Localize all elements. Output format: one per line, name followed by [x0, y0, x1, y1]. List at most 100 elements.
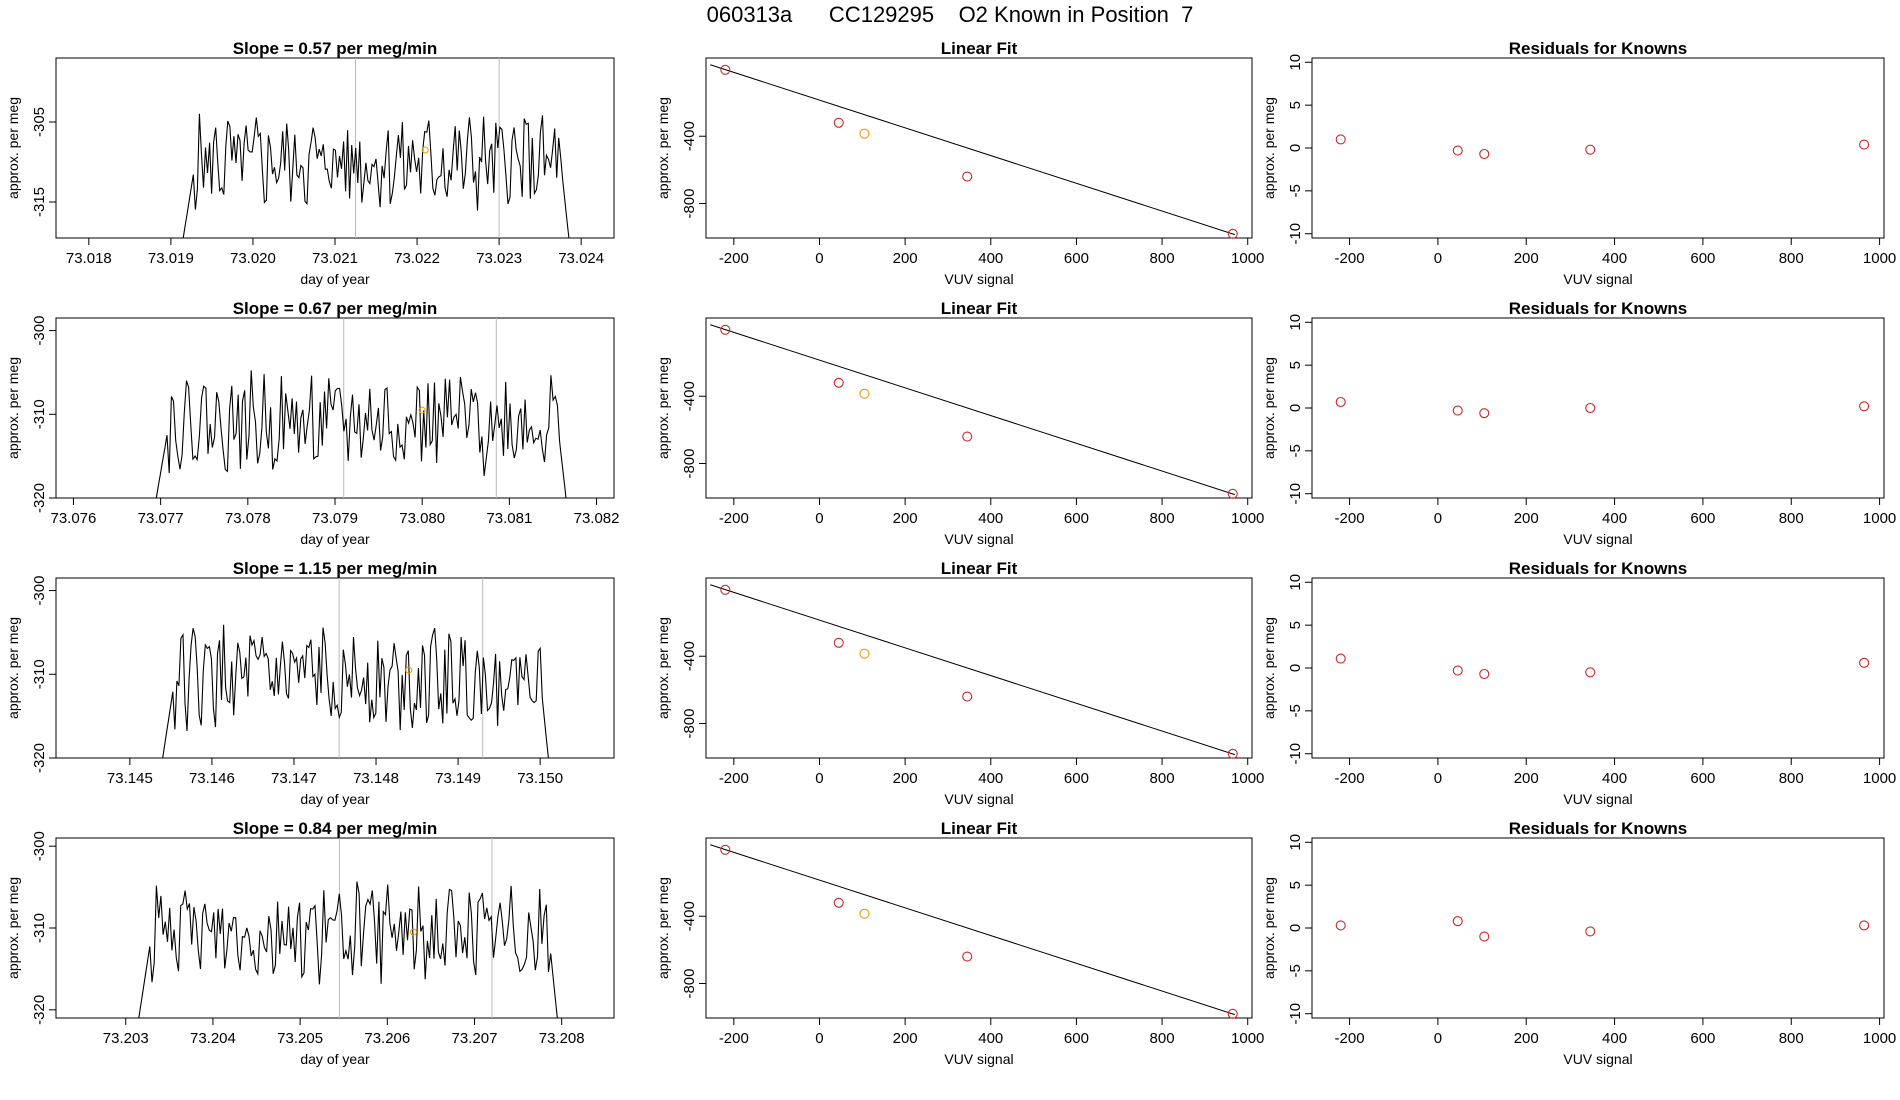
y-tick-label: -10 [1287, 1003, 1304, 1025]
x-tick-label: 400 [1602, 770, 1627, 787]
panel-title: Linear Fit [941, 299, 1018, 318]
x-tick-label: 400 [1602, 1030, 1627, 1047]
y-tick-label: -5 [1287, 444, 1304, 457]
x-tick-label: 200 [1514, 770, 1539, 787]
x-tick-label: 200 [893, 770, 918, 787]
y-tick-label: -400 [681, 901, 698, 931]
x-tick-label: 73.203 [103, 1030, 149, 1047]
y-tick-label: -10 [1287, 483, 1304, 505]
data-point [1227, 228, 1238, 239]
x-axis-label: day of year [300, 271, 370, 287]
x-axis-label: VUV signal [1563, 271, 1632, 287]
x-tick-label: -200 [719, 770, 749, 787]
plot-frame [1311, 317, 1885, 499]
panel-title: Residuals for Knowns [1509, 299, 1688, 318]
x-tick-label: 0 [1434, 770, 1442, 787]
data-point [1859, 920, 1870, 931]
data-point [1479, 668, 1490, 680]
x-tick-label: 1000 [1231, 250, 1264, 267]
x-tick-label: 73.150 [517, 770, 563, 787]
x-tick-label: 73.206 [364, 1030, 410, 1047]
y-tick-label: -800 [681, 448, 698, 478]
x-tick-label: -200 [719, 510, 749, 527]
y-axis-label: approx. per meg [655, 877, 671, 979]
data-point [1479, 931, 1490, 942]
y-axis-label: approx. per meg [1261, 617, 1277, 719]
plot-frame [55, 577, 615, 759]
data-point [1452, 145, 1463, 156]
plot-frame [705, 57, 1253, 239]
x-tick-label: 73.204 [190, 1030, 236, 1047]
data-point [1585, 926, 1596, 937]
x-tick-label: 400 [978, 250, 1003, 267]
x-tick-label: 400 [978, 1030, 1003, 1047]
trace-line [155, 370, 567, 499]
x-tick-label: 1000 [1863, 250, 1896, 267]
y-tick-label: -800 [681, 708, 698, 738]
panel-title: Linear Fit [941, 559, 1018, 578]
y-tick-label: -300 [31, 316, 48, 346]
x-tick-label: 73.082 [574, 510, 620, 527]
panel-title: Slope = 0.67 per meg/min [233, 299, 438, 318]
x-tick-label: 200 [1514, 510, 1539, 527]
y-tick-label: -310 [31, 913, 48, 943]
y-tick-label: 0 [1287, 144, 1304, 152]
plot-frame [1311, 57, 1885, 239]
fit-line [710, 64, 1236, 236]
x-tick-label: 0 [815, 770, 823, 787]
panel-linear-fit-row-3: Linear Fit VUV signal approx. per meg -200 0… [655, 559, 1264, 807]
data-point [720, 584, 731, 595]
x-tick-label: 73.145 [107, 770, 153, 787]
x-tick-label: 600 [1690, 1030, 1715, 1047]
data-point [1335, 396, 1346, 408]
x-tick-label: 73.207 [452, 1030, 498, 1047]
x-axis-label: day of year [300, 531, 370, 547]
data-point [962, 431, 973, 442]
x-tick-label: 0 [1434, 250, 1442, 267]
data-point [1585, 402, 1596, 414]
x-tick-label: 0 [815, 250, 823, 267]
x-tick-label: 200 [893, 250, 918, 267]
y-tick-label: -400 [681, 121, 698, 151]
y-tick-label: -320 [31, 483, 48, 513]
x-tick-label: 200 [893, 510, 918, 527]
data-point [859, 128, 870, 139]
x-tick-label: -200 [1335, 250, 1365, 267]
x-tick-label: 200 [1514, 250, 1539, 267]
data-point [720, 64, 731, 75]
panel-title: Residuals for Knowns [1509, 39, 1688, 58]
data-point [962, 951, 973, 962]
data-point [1859, 139, 1870, 150]
y-tick-label: -10 [1287, 743, 1304, 765]
plot-frame [705, 317, 1253, 499]
x-tick-label: 1000 [1863, 510, 1896, 527]
x-tick-label: 0 [1434, 1030, 1442, 1047]
panel-time-series-row-4: Slope = 0.84 per meg/min day of year appro… [5, 819, 615, 1067]
y-tick-label: 0 [1287, 924, 1304, 932]
y-tick-label: 0 [1287, 404, 1304, 412]
data-point [1585, 144, 1596, 155]
x-tick-label: 400 [1602, 250, 1627, 267]
y-tick-label: 10 [1287, 834, 1304, 851]
x-axis-label: day of year [300, 1051, 370, 1067]
trace-line [162, 624, 549, 759]
y-tick-label: 10 [1287, 574, 1304, 591]
y-tick-label: 5 [1287, 361, 1304, 369]
highlight-point [421, 146, 429, 154]
plot-frame [1311, 577, 1885, 759]
x-axis-label: VUV signal [944, 1051, 1013, 1067]
y-tick-label: 0 [1287, 664, 1304, 672]
fit-line [710, 584, 1236, 756]
x-tick-label: 400 [978, 510, 1003, 527]
y-tick-label: -400 [681, 641, 698, 671]
highlight-point [409, 928, 417, 936]
x-tick-label: 73.018 [66, 250, 112, 267]
fit-line [710, 324, 1236, 496]
x-tick-label: 73.081 [486, 510, 532, 527]
x-tick-label: 1000 [1231, 770, 1264, 787]
x-tick-label: 73.078 [225, 510, 271, 527]
y-tick-label: 5 [1287, 621, 1304, 629]
data-point [1335, 134, 1346, 145]
